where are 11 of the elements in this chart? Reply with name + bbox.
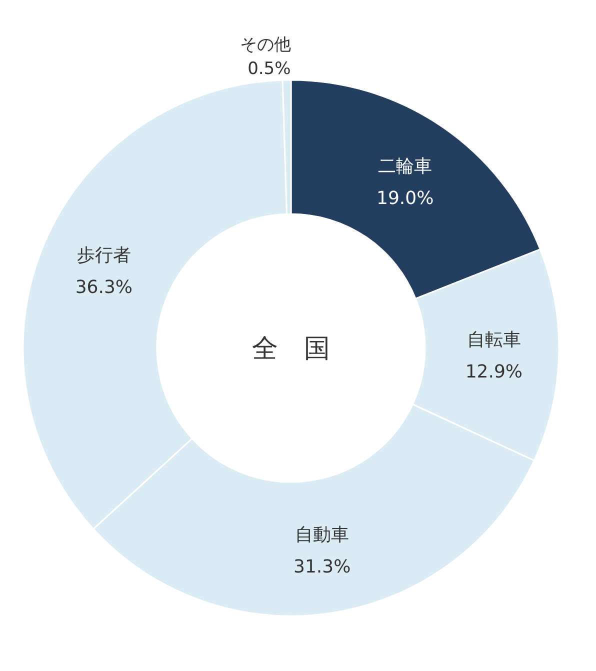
data-label: 0.5% <box>248 59 291 80</box>
data-label: 36.3% <box>75 277 133 298</box>
slice-label: 自転車 <box>466 330 521 351</box>
data-label: 12.9% <box>465 362 523 383</box>
text: 全 国 <box>252 334 330 364</box>
slice-label: 二輪車 <box>378 156 432 178</box>
slice-label: 歩行者 <box>76 245 131 266</box>
data-label: 19.0% <box>376 188 434 210</box>
data-label: 31.3% <box>294 556 351 578</box>
slice-label: 自動車 <box>295 524 350 546</box>
slice-label: その他 <box>240 35 291 56</box>
